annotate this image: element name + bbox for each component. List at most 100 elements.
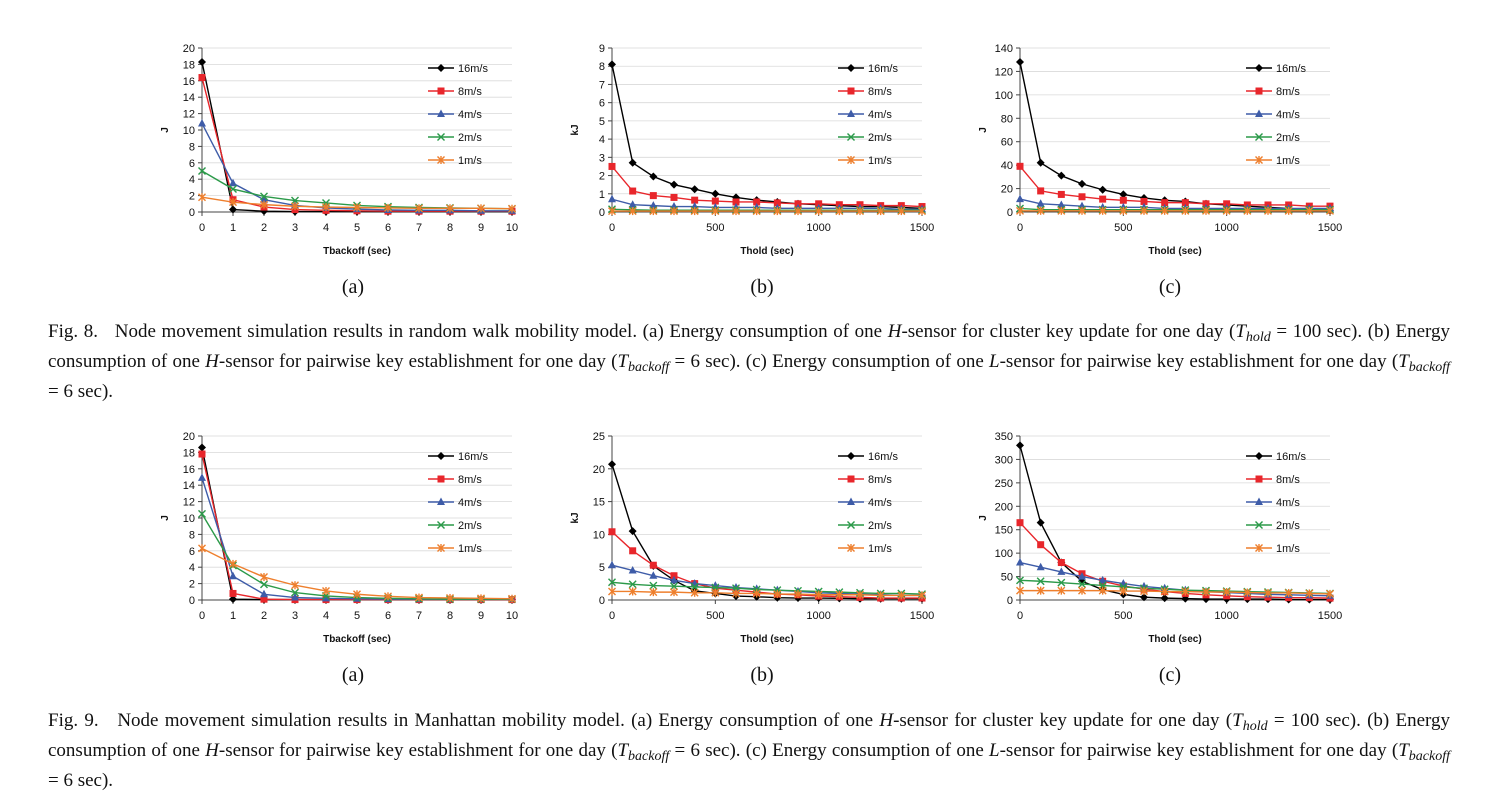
- f8a-x-axis-label: Tbackoff (sec): [323, 246, 391, 257]
- f8c-y-tick-label-3: 60: [1001, 137, 1013, 149]
- f9b-y-tick-label-0: 0: [599, 595, 605, 607]
- f8c-series-1-point-3: [1078, 193, 1086, 201]
- fig9-hold-sub: hold: [1242, 719, 1268, 734]
- f8b-series-1-point-10: [815, 200, 823, 208]
- f9a-legend-label-1: 8m/s: [458, 474, 482, 486]
- f9c-series-1-line: [1019, 522, 1331, 599]
- fig9c-chart: 0 50 100 150 200 250 300 350 0 500 1000 1500 Thold (…: [978, 431, 1342, 645]
- f9b-series-4-point-8: [773, 590, 782, 599]
- f8a-series-4-point-2: [260, 200, 268, 209]
- f8a-legend-label-1: 8m/s: [458, 86, 482, 98]
- f9c-y-tick-label-5: 250: [995, 478, 1013, 490]
- fig8-end: = 6 sec).: [48, 381, 114, 402]
- f8b-series-4-point-6: [732, 207, 740, 216]
- f9a-x-tick-label-9: 9: [478, 610, 484, 622]
- f9b-series-4-point-3: [670, 588, 678, 597]
- fig8-h2: H: [205, 351, 219, 372]
- f9c-legend-marker-1: [1255, 475, 1263, 483]
- f8c-series-3-line: [1019, 207, 1330, 211]
- f9a-series-1-point-0: [198, 450, 206, 458]
- f9b-legend-marker-3: [847, 521, 855, 529]
- f8a-legend-label-2: 4m/s: [458, 109, 482, 121]
- f9c-series-4-point-14: [1305, 589, 1314, 598]
- fig8-s3: -sensor for pairwise key establishment f…: [999, 351, 1399, 372]
- f8a-y-tick-label-8: 16: [183, 76, 195, 88]
- f9a-y-tick-label-6: 12: [183, 497, 195, 509]
- f9b-legend-label-2: 4m/s: [868, 497, 892, 509]
- f8b-series-0-point-5: [711, 189, 720, 198]
- f9a-series-4-point-5: [353, 590, 361, 599]
- f8b-legend-marker-0: [847, 64, 855, 72]
- f8c-legend-label-1: 8m/s: [1276, 86, 1300, 98]
- f9b-series-3-point-4: [690, 582, 699, 591]
- f8b-series-4-point-3: [670, 207, 678, 216]
- f9c-x-tick-label-2: 1000: [1214, 610, 1238, 622]
- fig8-h1: H: [887, 321, 902, 342]
- f8b-series-1-point-5: [711, 197, 719, 205]
- fig8-caption: Fig. 8. Node movement simulation results…: [48, 321, 1451, 402]
- f9a-y-axis-label: J: [160, 515, 171, 521]
- f9b-series-4-point-4: [690, 588, 699, 597]
- f9a-x-axis-label: Tbackoff (sec): [323, 634, 391, 645]
- f8c-legend-marker-2: [1255, 109, 1263, 117]
- f9a-y-tick-label-0: 0: [189, 595, 195, 607]
- f8a-x-tick-label-1: 1: [230, 222, 236, 234]
- f9a-y-tick-label-2: 4: [189, 562, 195, 574]
- f8c-series-4-point-0: [1016, 206, 1024, 215]
- f8c-series-1-point-9: [1202, 200, 1210, 208]
- f9c-series-2-point-0: [1016, 558, 1024, 566]
- f9b-series-3-line: [611, 581, 923, 595]
- fig8-bo-sub2: backoff: [1408, 360, 1450, 375]
- f8c-legend-marker-1: [1255, 87, 1263, 95]
- f8c-series-0-point-1: [1036, 158, 1045, 167]
- f9b-series-2-point-5: [711, 581, 720, 589]
- f8c-series-0-point-2: [1057, 171, 1066, 180]
- fig8-bo-sub: backoff: [628, 360, 670, 375]
- f8a-series-0-point-1: [229, 205, 237, 214]
- f9a-series-2-point-3: [291, 593, 299, 601]
- f8c-legend-marker-0: [1255, 64, 1263, 72]
- f8b-series-1-point-3: [670, 193, 678, 201]
- f8c-series-4-point-8: [1181, 206, 1190, 215]
- f9b-y-tick-label-1: 5: [599, 562, 605, 574]
- f9c-series-4-point-15: [1326, 589, 1334, 598]
- f9b-x-axis-label: Thold (sec): [740, 634, 793, 645]
- f9b-series-1-point-0: [608, 528, 616, 536]
- f9a-series-0-point-0: [198, 443, 206, 452]
- fig9-lead: Node movement simulation results in Manh…: [117, 710, 880, 731]
- fig8-hold-val: = 100 sec). (b) Energy consumption of on…: [48, 321, 1451, 372]
- f8c-legend-marker-3: [1255, 133, 1263, 141]
- f8a-x-tick-label-7: 7: [416, 222, 422, 234]
- f8c-legend-label-3: 2m/s: [1276, 132, 1300, 144]
- f8c-series-4-point-6: [1140, 206, 1148, 215]
- f8a-y-tick-label-1: 2: [189, 191, 195, 203]
- f9b-y-tick-label-4: 20: [593, 464, 605, 476]
- f9b-series-3-point-0: [608, 578, 616, 587]
- f8a-legend-marker-0: [437, 64, 445, 72]
- f9a-series-2-point-2: [260, 589, 268, 598]
- f8c-series-4-point-9: [1202, 206, 1210, 215]
- f8b-series-1-point-7: [753, 198, 761, 206]
- f8a-legend-label-4: 1m/s: [458, 155, 482, 167]
- fig8b-subfig-label: (b): [750, 276, 774, 298]
- f8c-series-1-point-2: [1057, 190, 1065, 198]
- f8c-series-1-point-5: [1119, 196, 1127, 204]
- f8a-series-2-point-0: [198, 118, 206, 127]
- f9c-series-4-point-10: [1222, 588, 1231, 597]
- f8b-series-0-point-2: [649, 172, 658, 181]
- f9b-legend-marker-0: [847, 452, 855, 460]
- f8a-x-tick-label-0: 0: [199, 222, 205, 234]
- f8b-legend-marker-2: [847, 109, 855, 117]
- f8b-series-4-point-11: [835, 207, 844, 216]
- fig9-end: = 6 sec).: [48, 770, 114, 791]
- f8a-y-tick-label-0: 0: [189, 207, 195, 219]
- f8c-series-1-point-7: [1161, 199, 1169, 207]
- fig8-bo-var2: T: [1398, 351, 1409, 372]
- f8b-series-1-point-9: [794, 200, 802, 208]
- f9b-series-4-point-1: [628, 587, 637, 596]
- f9c-series-4-point-8: [1181, 587, 1190, 596]
- f9b-x-tick-label-3: 1500: [910, 610, 934, 622]
- f9a-series-2-point-1: [229, 571, 237, 580]
- f9c-series-3-point-1: [1036, 577, 1045, 586]
- f9a-x-tick-label-8: 8: [447, 610, 453, 622]
